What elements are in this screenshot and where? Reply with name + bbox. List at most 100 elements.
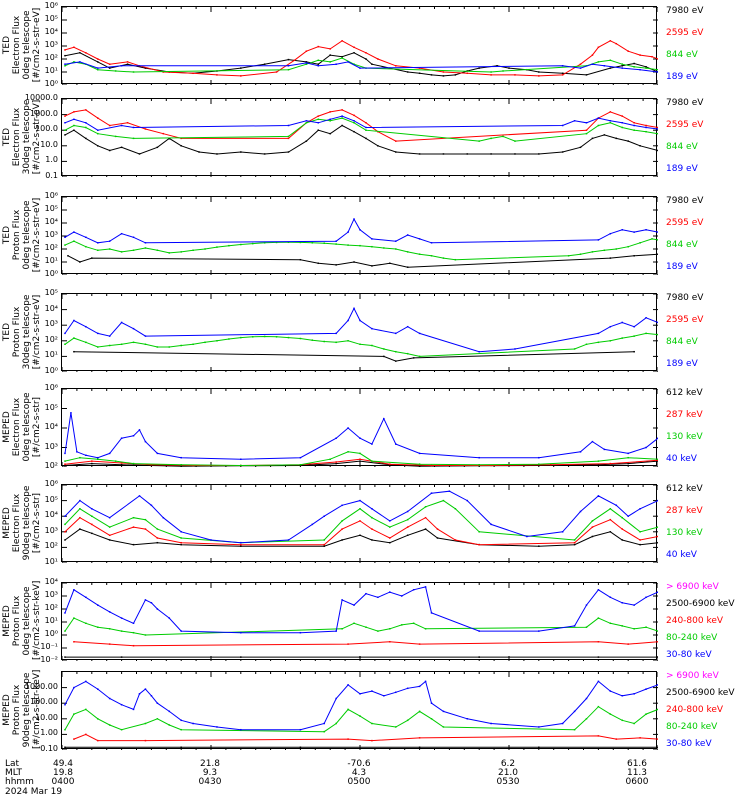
data-point [359,715,361,717]
data-point [597,117,600,119]
data-point [502,70,504,72]
data-point [150,464,153,466]
series-line-7980-ev [73,351,635,362]
data-point [621,516,623,519]
data-point [85,236,87,239]
data-point [144,688,147,690]
data-point [180,145,182,147]
data-point [621,528,623,530]
data-point [585,122,588,124]
plot-area [62,197,658,275]
y-tick-label: 10⁻² [40,655,58,664]
data-point [97,718,99,720]
footer-mlt-value: 21.0 [497,768,519,778]
data-point [317,63,320,65]
data-point [621,126,623,129]
data-point [359,437,361,439]
data-point [287,241,290,244]
series-line-7980-ev [64,52,658,77]
data-point [597,460,600,462]
data-point [317,262,320,265]
data-point [615,42,618,45]
data-point [478,531,480,533]
data-point [395,332,397,335]
legend-item: 80-240 keV [666,633,718,643]
data-point [317,118,320,121]
data-point [603,134,606,136]
data-point [64,115,66,117]
data-point [108,526,111,528]
data-point [216,74,218,76]
data-point [621,337,623,339]
data-point [114,460,117,462]
data-point [73,61,75,63]
data-point [240,543,242,546]
data-point [180,719,182,722]
data-point [406,510,409,513]
data-point [73,337,75,339]
footer-mlt-value: 19.8 [52,768,74,778]
series-line-612-kev [64,460,658,467]
plot-area [62,389,658,467]
data-point [651,55,653,58]
y-tick-label: 10² [44,243,58,252]
data-point [168,346,171,348]
data-point [609,340,612,342]
data-point [359,343,361,346]
data-point [389,641,391,643]
legend-item: > 6900 keV [666,671,719,681]
data-point [466,72,469,75]
data-point [347,708,349,711]
data-point [514,74,516,76]
data-point [538,463,540,465]
data-point [353,120,355,122]
data-point [561,151,564,153]
data-point [97,242,99,244]
data-point [156,702,159,704]
data-point [359,452,361,455]
data-point [389,262,391,265]
data-point [490,153,492,155]
data-point [639,145,641,147]
data-point [85,341,87,344]
data-point [120,124,123,127]
y-tick-label: 10² [44,541,58,551]
y-tick-label: 1.00 [40,728,58,738]
data-point [395,151,397,153]
series-line-130-kev [64,451,658,467]
footer-lat-value: -70.6 [347,759,371,769]
data-point [132,462,135,465]
data-point [430,464,433,467]
data-point [305,120,308,122]
data-point [406,71,409,73]
legend-item: 2595 eV [666,315,704,325]
y-tick-label: 10⁵ [44,288,58,297]
footer-lat-value: 21.8 [199,759,221,769]
data-point [621,719,623,722]
data-point [299,258,302,261]
data-point [561,124,564,127]
mlt-row-label: MLT [5,768,23,778]
data-point [603,65,606,67]
data-point [73,350,75,353]
data-point [287,336,290,339]
data-point [633,693,635,695]
data-point [645,596,647,599]
data-point [365,137,367,140]
data-point [108,248,111,250]
data-point [627,462,629,465]
series-line-40-kev [64,490,658,544]
data-point [579,510,582,513]
data-point [64,630,66,632]
data-point [64,515,66,517]
footer-mlt-value: 11.3 [626,768,648,778]
data-point [85,126,87,129]
panel-2: TED Electron Flux 30deg telescope [#/cm2-s-… [0,92,750,182]
data-point [97,68,99,71]
data-point [91,515,93,517]
data-point [627,140,629,142]
data-point [305,63,308,65]
legend-item: 189 eV [666,359,698,369]
legend-item: 7980 eV [666,6,704,16]
data-point [353,114,355,117]
